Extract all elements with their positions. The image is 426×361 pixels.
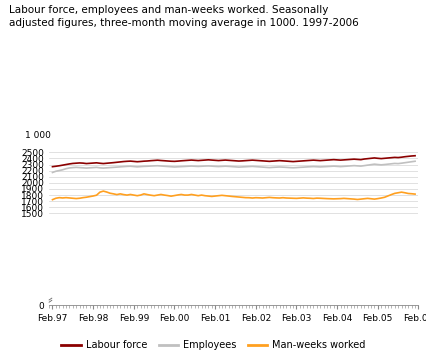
Employees: [412, 159, 417, 164]
Man-weeks worked: [111, 192, 116, 196]
Line: Labour force: Labour force: [52, 156, 414, 167]
Employees: [50, 170, 55, 175]
Line: Man-weeks worked: Man-weeks worked: [52, 191, 414, 200]
Man-weeks worked: [101, 189, 106, 193]
Labour force: [405, 154, 410, 158]
Man-weeks worked: [340, 196, 345, 201]
Man-weeks worked: [408, 192, 413, 196]
Labour force: [337, 158, 342, 162]
Employees: [107, 165, 112, 170]
Man-weeks worked: [412, 192, 417, 196]
Man-weeks worked: [364, 196, 369, 201]
Labour force: [219, 158, 224, 162]
Legend: Labour force, Employees, Man-weeks worked: Labour force, Employees, Man-weeks worke…: [57, 336, 369, 355]
Line: Employees: Employees: [52, 161, 414, 173]
Labour force: [412, 153, 417, 158]
Labour force: [107, 161, 112, 165]
Employees: [87, 166, 92, 170]
Employees: [219, 164, 224, 169]
Text: Labour force, employees and man-weeks worked. Seasonally
adjusted figures, three: Labour force, employees and man-weeks wo…: [9, 5, 357, 28]
Employees: [337, 165, 342, 169]
Text: 1 000: 1 000: [25, 131, 51, 140]
Labour force: [87, 161, 92, 165]
Labour force: [50, 165, 55, 169]
Employees: [405, 160, 410, 164]
Man-weeks worked: [87, 195, 92, 199]
Man-weeks worked: [50, 197, 55, 202]
Labour force: [361, 157, 366, 161]
Man-weeks worked: [222, 193, 227, 198]
Employees: [361, 164, 366, 168]
